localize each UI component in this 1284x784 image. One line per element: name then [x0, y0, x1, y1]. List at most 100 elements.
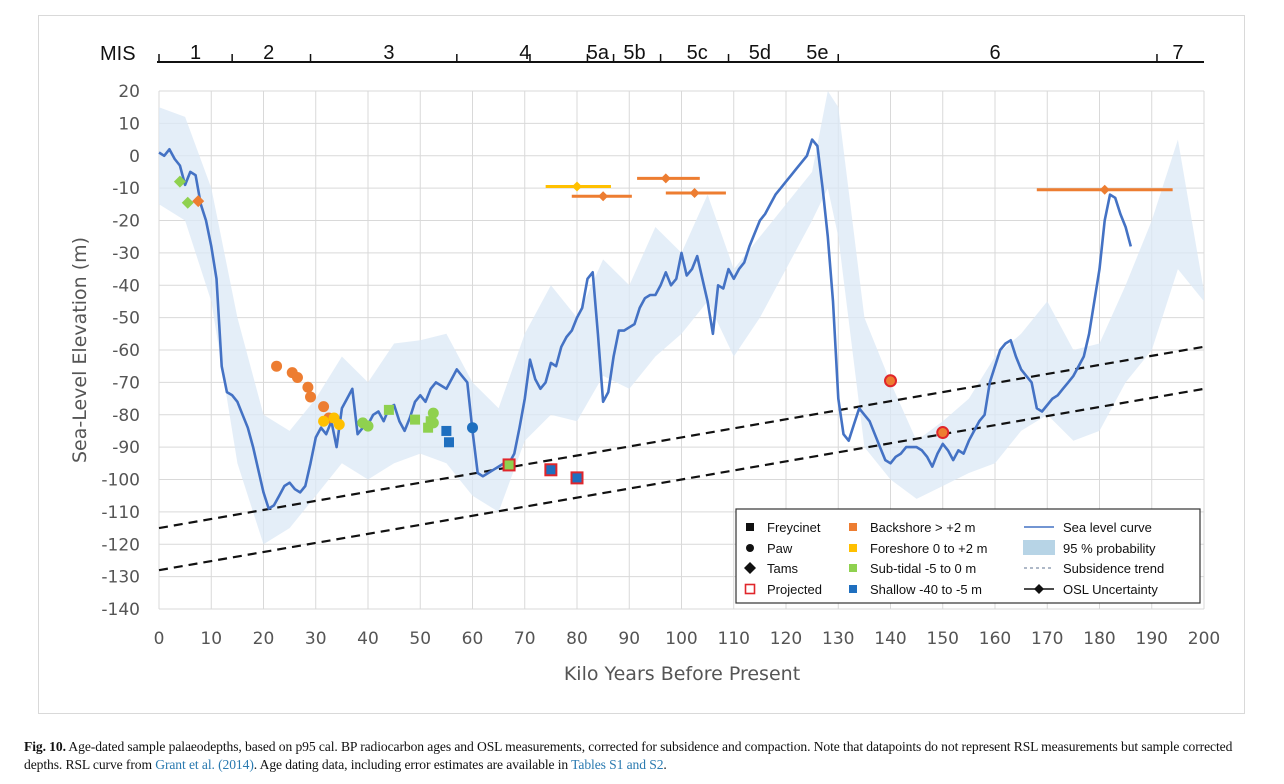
- x-tick-label: 90: [618, 629, 640, 649]
- x-tick-label: 180: [1083, 629, 1115, 649]
- caption-label: Fig. 10.: [24, 739, 66, 754]
- y-tick-label: -20: [112, 212, 140, 232]
- x-tick-label: 160: [979, 629, 1011, 649]
- x-tick-label: 100: [665, 629, 697, 649]
- y-axis-ticks: 20 10 0 -10 -20 -30 -40 -50 -60 -70 -80 -90 -100 -110…: [101, 82, 140, 620]
- x-tick-label: 110: [718, 629, 750, 649]
- paw-circle-marker: [318, 401, 330, 413]
- osl-sample: [637, 173, 700, 184]
- paw-circle-marker: [271, 360, 283, 372]
- sea-level-curve-layer: [158, 138, 1133, 510]
- paw-circle-marker: [467, 422, 478, 434]
- y-tick-label: 20: [118, 82, 140, 102]
- caption-text-3: .: [663, 757, 667, 772]
- x-tick-label: 0: [154, 629, 165, 649]
- y-tick-label: -70: [112, 373, 140, 393]
- caption-link-grant-2014[interactable]: Grant et al. (2014): [155, 757, 254, 772]
- osl-diamond-marker: [598, 191, 609, 202]
- x-tick-label: 130: [822, 629, 854, 649]
- x-tick-label: 200: [1188, 629, 1220, 649]
- caption-link-tables-s1-s2[interactable]: Tables S1 and S2: [571, 757, 664, 772]
- x-tick-label: 40: [357, 629, 379, 649]
- y-tick-label: -80: [112, 406, 140, 426]
- paw-circle-marker: [305, 391, 317, 403]
- mis-stage-label: 1: [190, 42, 201, 64]
- y-tick-label: -60: [112, 341, 140, 361]
- x-tick-label: 190: [1136, 629, 1168, 649]
- tams-diamond-marker: [181, 196, 194, 209]
- y-axis-title: Sea-Level Elevation (m): [69, 237, 91, 463]
- legend-category-swatch: [849, 544, 857, 552]
- x-tick-label: 140: [874, 629, 906, 649]
- y-tick-label: -90: [112, 438, 140, 458]
- paw-circle-marker: [427, 407, 439, 419]
- sea-level-curve: [158, 138, 1133, 510]
- legend-box: [735, 508, 1201, 604]
- x-tick-label: 120: [770, 629, 802, 649]
- x-tick-label: 80: [566, 629, 588, 649]
- legend-open-square-icon: [744, 583, 756, 595]
- paw-circle-marker: [936, 426, 950, 440]
- subsidence-trend-line: [158, 345, 1205, 530]
- osl-sample: [545, 181, 611, 192]
- mis-stage-label: 5e: [806, 42, 828, 64]
- mis-stage-label: 5a: [587, 42, 610, 64]
- x-tick-label: 170: [1031, 629, 1063, 649]
- legend-diamond-icon: [744, 562, 756, 574]
- mis-stage-label: 5b: [623, 42, 645, 64]
- x-tick-label: 150: [927, 629, 959, 649]
- freycinet-square-marker: [443, 437, 454, 448]
- x-tick-label: 60: [462, 629, 484, 649]
- freycinet-square-marker: [502, 458, 516, 472]
- paw-circle-marker: [302, 381, 314, 393]
- legend-site-label: Tams: [767, 561, 799, 576]
- caption-text-2: . Age dating data, including error estim…: [253, 757, 572, 772]
- legend-category-label: Foreshore 0 to +2 m: [870, 541, 987, 556]
- paw-circle-marker: [884, 374, 897, 388]
- legend-series-label: 95 % probability: [1063, 541, 1156, 556]
- legend-category-swatch: [849, 585, 857, 593]
- mis-stage-label: 2: [263, 42, 274, 64]
- legend-category-swatch: [849, 564, 857, 572]
- x-tick-label: 30: [305, 629, 327, 649]
- mis-stage-label: 5d: [749, 42, 771, 64]
- legend-category-label: Sub-tidal -5 to 0 m: [870, 561, 976, 576]
- legend-series-label: Sea level curve: [1063, 520, 1152, 535]
- x-axis-title: Kilo Years Before Present: [564, 663, 800, 685]
- mis-stage-label: 6: [989, 42, 1000, 64]
- x-tick-label: 70: [514, 629, 536, 649]
- osl-diamond-marker: [572, 181, 582, 192]
- osl-diamond-marker: [660, 173, 671, 184]
- y-tick-label: 0: [129, 147, 140, 167]
- paw-circle-marker: [362, 420, 374, 432]
- legend-series-label: Subsidence trend: [1063, 561, 1164, 576]
- legend-site-label: Projected: [767, 582, 822, 597]
- x-tick-label: 50: [409, 629, 431, 649]
- x-tick-label: 10: [200, 629, 222, 649]
- figure-caption: Fig. 10. Age-dated sample palaeodepths, …: [24, 738, 1264, 774]
- osl-sample: [571, 191, 632, 202]
- osl-uncertainty-layer: [545, 173, 1173, 202]
- y-tick-label: -130: [101, 568, 140, 588]
- legend-circle-icon: [746, 544, 754, 552]
- legend-category-label: Backshore > +2 m: [870, 520, 976, 535]
- freycinet-square-marker: [383, 404, 394, 415]
- mis-stage-label: 3: [383, 42, 394, 64]
- legend: Freycinet Paw Tams Projected Backshore > +2 …: [735, 508, 1201, 604]
- y-tick-label: -50: [112, 309, 140, 329]
- paw-circle-marker: [333, 418, 345, 430]
- freycinet-square-marker: [441, 425, 452, 436]
- y-tick-label: -40: [112, 276, 140, 296]
- mis-axis-label: MIS: [100, 43, 136, 65]
- tams-diamond-marker: [192, 195, 205, 208]
- osl-sample: [665, 187, 726, 198]
- legend-square-icon: [746, 523, 754, 531]
- subsidence-trend-layer: [158, 345, 1205, 572]
- x-axis-ticks: 0 10 20 30 40 50 60 70 80 90 100 110 120 130 140 150 160…: [154, 629, 1221, 649]
- osl-diamond-marker: [689, 187, 700, 198]
- legend-series-label: OSL Uncertainty: [1063, 582, 1158, 597]
- y-tick-label: -140: [101, 600, 140, 620]
- caption-text-1: Age-dated sample palaeodepths, based on …: [24, 739, 1233, 772]
- paw-circle-marker: [318, 415, 330, 427]
- y-tick-label: -100: [101, 471, 140, 491]
